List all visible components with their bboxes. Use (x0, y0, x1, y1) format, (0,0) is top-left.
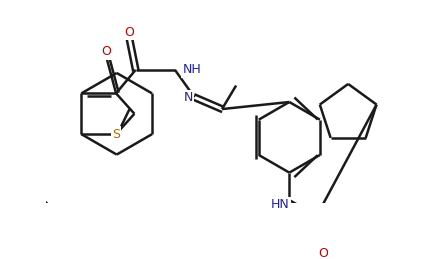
Text: O: O (102, 45, 112, 58)
Text: O: O (318, 247, 328, 259)
Text: NH: NH (183, 63, 202, 76)
Text: HN: HN (270, 198, 289, 211)
Text: O: O (125, 26, 134, 39)
Text: N: N (184, 91, 193, 104)
Text: S: S (112, 128, 120, 141)
